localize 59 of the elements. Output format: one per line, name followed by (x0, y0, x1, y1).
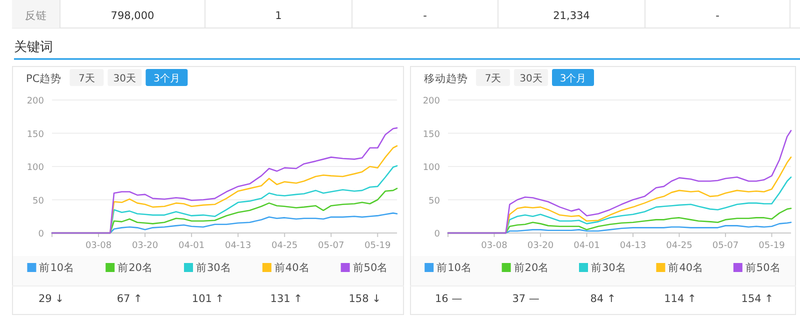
x-tick-label: 04-01 (178, 241, 205, 251)
text: 131 ↑ (270, 293, 302, 305)
x-tick-label: 03-08 (85, 241, 112, 251)
text: 37 — (512, 293, 540, 305)
x-tick-label: 04-25 (666, 241, 692, 251)
text: 30天 (113, 74, 136, 84)
text: 29 ↓ (38, 293, 64, 305)
y-tick-label: 100 (26, 163, 44, 173)
legend-label: 前20名 (514, 262, 550, 274)
y-tick-label: 0 (434, 230, 440, 240)
text: 798,000 (110, 10, 154, 22)
text: 关键词 (14, 40, 53, 55)
x-tick-label: 04-13 (224, 241, 252, 251)
text: 反链 (25, 9, 47, 22)
legend-label: 前30名 (591, 262, 626, 274)
text: 154 ↑ (741, 293, 774, 305)
x-tick-label: 05-07 (712, 241, 739, 251)
x-tick-label: 03-20 (132, 241, 158, 251)
legend-label: 前30名 (196, 262, 232, 274)
legend-label: 前10名 (39, 262, 75, 274)
x-tick-label: 04-25 (272, 241, 298, 251)
x-tick-label: 03-20 (527, 241, 554, 251)
y-tick-label: 50 (32, 196, 44, 206)
text: 1 (275, 10, 282, 22)
x-tick-label: 05-07 (318, 241, 344, 251)
legend-label: 前50名 (352, 262, 388, 274)
legend-label: 前40名 (668, 262, 704, 274)
x-tick-label: 04-01 (574, 241, 600, 251)
x-tick-label: 05-19 (758, 241, 786, 251)
y-tick-label: 100 (422, 163, 440, 173)
y-tick-label: 0 (38, 230, 44, 240)
text: 84 ↑ (590, 293, 616, 305)
chart-title: 移动趋势 (424, 72, 468, 85)
text: 7天 (78, 74, 95, 84)
text: 7天 (484, 74, 502, 84)
text: 16 — (435, 293, 462, 305)
y-tick-label: 200 (422, 96, 440, 106)
y-tick-label: 50 (428, 196, 440, 206)
legend-label: 前40名 (274, 262, 310, 274)
x-tick-label: 05-19 (364, 241, 391, 251)
text: 114 ↑ (664, 293, 696, 305)
legend-label: 前50名 (745, 262, 781, 274)
text: 101 ↑ (192, 293, 224, 305)
x-tick-label: 03-08 (481, 241, 508, 251)
text: 21,334 (553, 10, 590, 22)
text: 158 ↓ (348, 293, 381, 305)
chart-title: PC趋势 (26, 72, 62, 85)
y-tick-label: 150 (422, 130, 440, 140)
x-tick-label: 04-13 (620, 241, 646, 251)
text: - (716, 10, 720, 22)
text: - (423, 10, 428, 22)
text: 67 ↑ (116, 293, 142, 305)
legend-label: 前20名 (118, 262, 153, 274)
legend-label: 前10名 (436, 262, 472, 274)
text: 3个月 (560, 72, 586, 84)
text: 3个月 (153, 72, 180, 84)
y-tick-label: 150 (26, 130, 44, 140)
text: 30天 (520, 74, 542, 84)
y-tick-label: 200 (26, 96, 44, 106)
